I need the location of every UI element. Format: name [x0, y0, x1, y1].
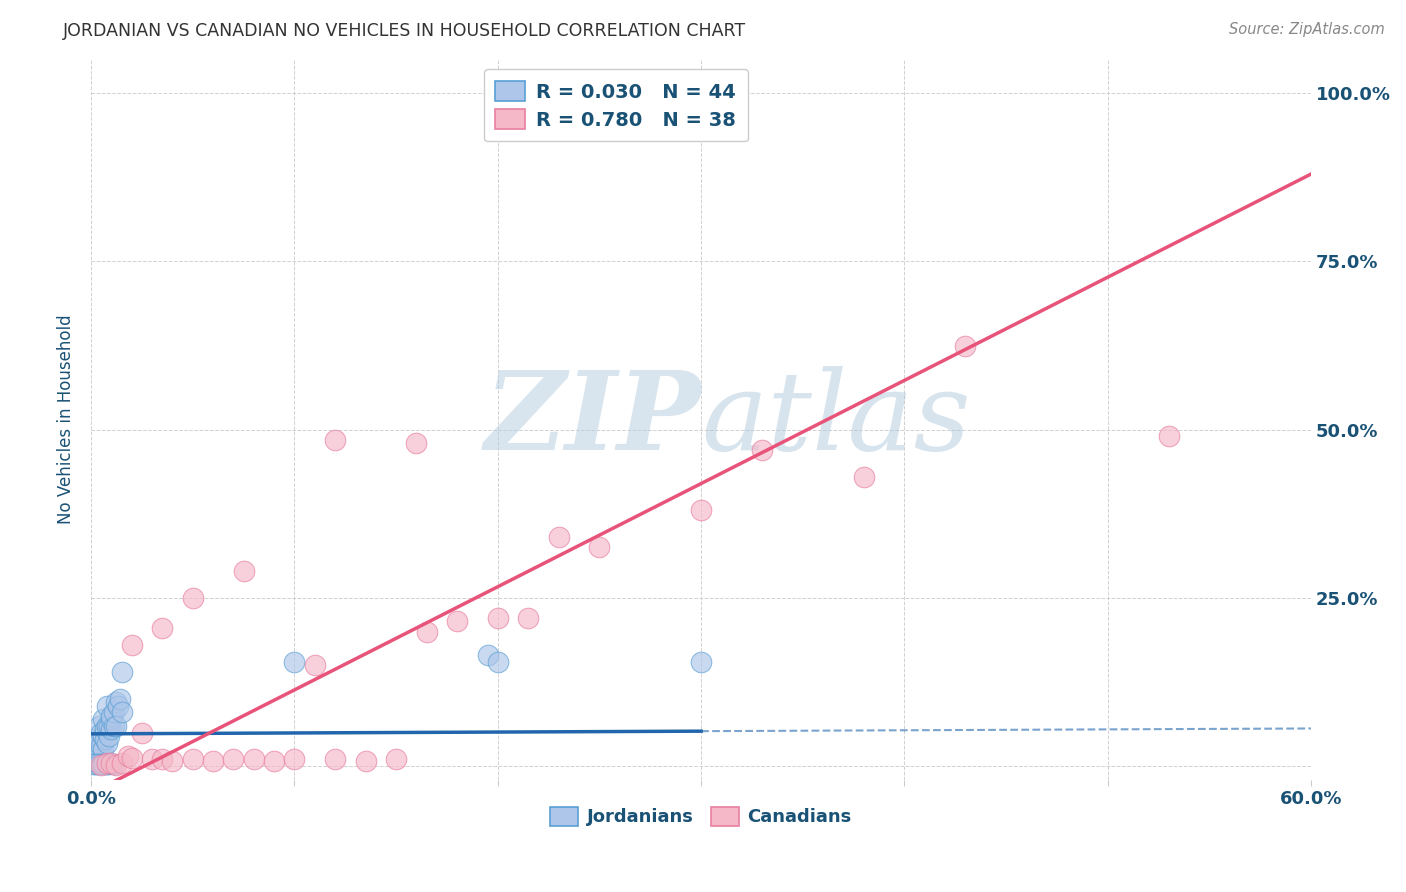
Point [405, 436, 427, 450]
Point [103, 757, 125, 772]
Point [202, 754, 225, 768]
Point [111, 665, 134, 679]
Point [354, 754, 377, 768]
Point [104, 719, 127, 733]
Point [588, 541, 610, 555]
Point [89, 746, 111, 760]
Text: JORDANIAN VS CANADIAN NO VEHICLES IN HOUSEHOLD CORRELATION CHART: JORDANIAN VS CANADIAN NO VEHICLES IN HOU… [63, 22, 747, 40]
Point [121, 751, 143, 765]
Point [100, 712, 122, 726]
Point [232, 564, 254, 578]
Point [93, 742, 115, 756]
Point [84, 749, 107, 764]
Point [181, 752, 204, 766]
Point [486, 655, 509, 669]
Point [121, 638, 143, 652]
Text: atlas: atlas [702, 366, 970, 474]
Point [150, 621, 173, 635]
Point [82, 746, 104, 760]
Point [477, 648, 499, 662]
Point [141, 752, 163, 766]
Point [1157, 429, 1180, 443]
Legend: Jordanians, Canadians: Jordanians, Canadians [541, 798, 860, 836]
Point [323, 752, 346, 766]
Point [162, 754, 184, 768]
Point [150, 752, 173, 766]
Point [283, 752, 305, 766]
Point [852, 470, 875, 484]
Point [90, 757, 112, 772]
Point [93, 712, 115, 726]
Point [82, 757, 104, 772]
Point [90, 757, 112, 772]
Point [96, 756, 118, 770]
Point [89, 719, 111, 733]
Point [117, 749, 139, 764]
Point [446, 615, 468, 629]
Point [94, 732, 117, 747]
Point [243, 752, 266, 766]
Point [385, 752, 408, 766]
Point [98, 719, 121, 733]
Point [96, 719, 118, 733]
Point [90, 725, 112, 739]
Text: ZIP: ZIP [485, 366, 702, 474]
Point [96, 757, 118, 772]
Text: Source: ZipAtlas.com: Source: ZipAtlas.com [1229, 22, 1385, 37]
Point [93, 729, 115, 743]
Point [103, 706, 125, 720]
Point [100, 722, 122, 736]
Point [100, 708, 122, 723]
Y-axis label: No Vehicles in Household: No Vehicles in Household [58, 315, 75, 524]
Point [96, 736, 118, 750]
Point [304, 658, 326, 673]
Point [84, 732, 107, 747]
Point [283, 655, 305, 669]
Point [86, 757, 108, 772]
Point [100, 756, 122, 770]
Point [104, 757, 127, 772]
Point [98, 729, 121, 743]
Point [104, 695, 127, 709]
Point [181, 591, 204, 605]
Point [690, 503, 713, 517]
Point [90, 739, 112, 753]
Point [103, 719, 125, 733]
Point [222, 752, 245, 766]
Point [98, 757, 121, 772]
Point [108, 691, 131, 706]
Point [86, 736, 108, 750]
Point [96, 698, 118, 713]
Point [94, 722, 117, 736]
Point [111, 706, 134, 720]
Point [263, 754, 285, 768]
Point [486, 611, 509, 625]
Point [84, 757, 107, 772]
Point [323, 433, 346, 447]
Point [131, 725, 153, 739]
Point [415, 624, 437, 639]
Point [94, 757, 117, 772]
Point [86, 742, 108, 756]
Point [107, 698, 129, 713]
Point [751, 442, 773, 457]
Point [955, 338, 977, 352]
Point [517, 611, 540, 625]
Point [93, 757, 115, 772]
Point [111, 756, 134, 770]
Point [89, 757, 111, 772]
Point [690, 655, 713, 669]
Point [547, 530, 569, 544]
